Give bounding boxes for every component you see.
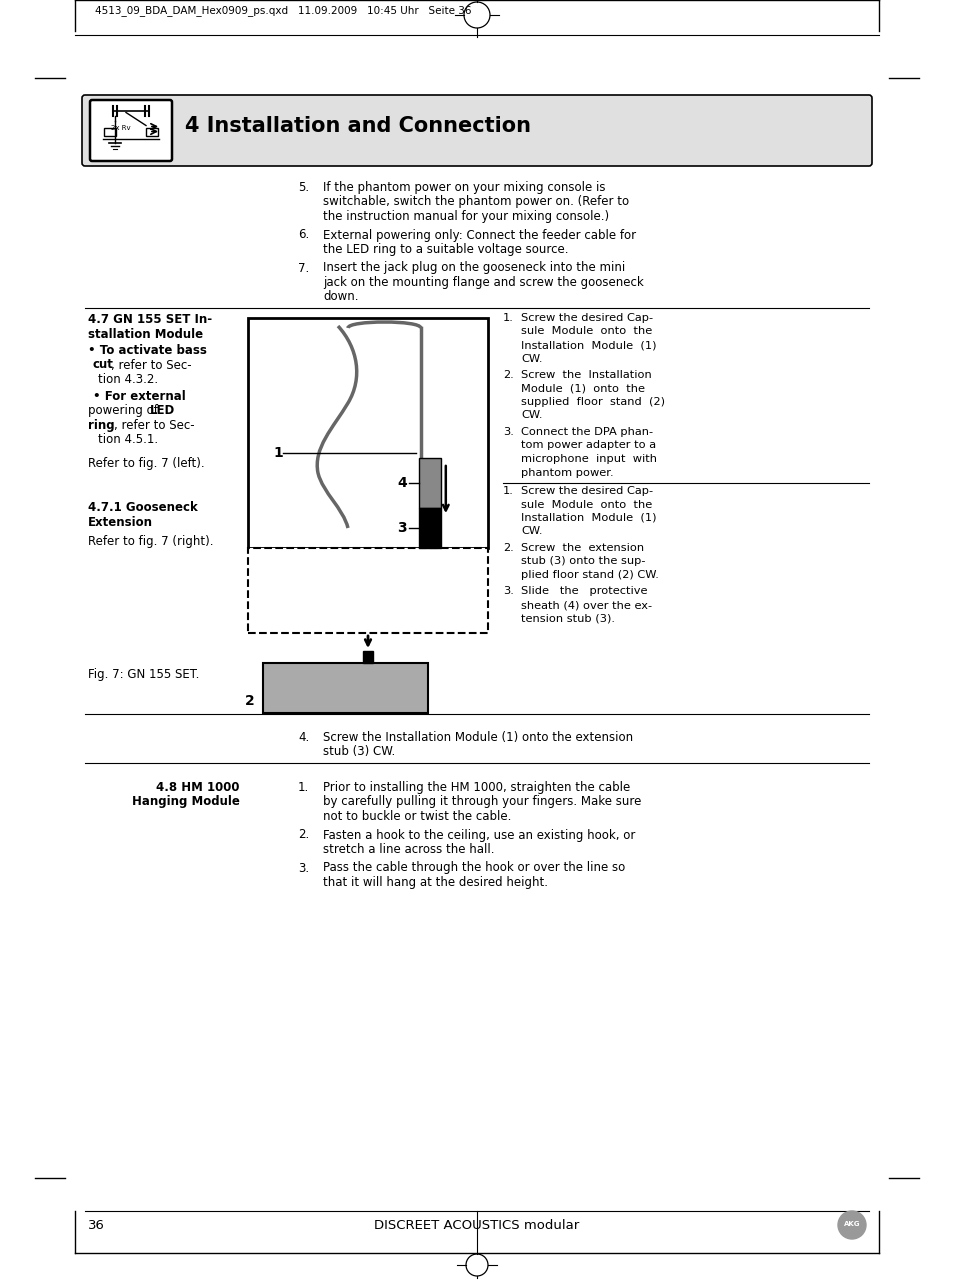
Text: jack on the mounting flange and screw the gooseneck: jack on the mounting flange and screw th… (323, 276, 643, 289)
Text: , refer to Sec-: , refer to Sec- (113, 418, 194, 431)
Text: 4 Installation and Connection: 4 Installation and Connection (185, 115, 531, 136)
Text: phantom power.: phantom power. (520, 467, 613, 477)
Text: • To activate bass: • To activate bass (88, 344, 207, 357)
Bar (248, 318, 488, 548)
Bar (418, 508, 440, 548)
Text: Installation  Module  (1): Installation Module (1) (520, 513, 656, 523)
Text: 4.: 4. (297, 731, 309, 744)
Text: 6.: 6. (297, 228, 309, 241)
Text: 1.: 1. (297, 781, 309, 794)
Text: 1: 1 (273, 446, 282, 461)
Bar (248, 548, 488, 633)
Text: Screw the desired Cap-: Screw the desired Cap- (520, 313, 653, 323)
Text: tension stub (3).: tension stub (3). (520, 613, 615, 624)
Text: If the phantom power on your mixing console is: If the phantom power on your mixing cons… (323, 181, 605, 194)
Text: 36: 36 (88, 1219, 105, 1232)
Text: Refer to fig. 7 (right).: Refer to fig. 7 (right). (88, 535, 213, 548)
Text: External powering only: Connect the feeder cable for: External powering only: Connect the feed… (323, 228, 636, 241)
Text: 1.: 1. (502, 313, 514, 323)
Text: 4.8 HM 1000: 4.8 HM 1000 (156, 781, 240, 794)
Text: Refer to fig. 7 (left).: Refer to fig. 7 (left). (88, 458, 204, 471)
Text: 7.: 7. (297, 262, 309, 275)
Text: 2: 2 (245, 694, 254, 708)
Text: 2.: 2. (502, 543, 514, 553)
Text: Pass the cable through the hook or over the line so: Pass the cable through the hook or over … (323, 861, 624, 875)
Text: supplied  floor  stand  (2): supplied floor stand (2) (520, 396, 664, 407)
Text: AKG: AKG (842, 1221, 860, 1227)
Text: 2x Rv: 2x Rv (112, 126, 131, 131)
Text: CW.: CW. (520, 526, 542, 536)
Text: the LED ring to a suitable voltage source.: the LED ring to a suitable voltage sourc… (323, 242, 568, 257)
Text: switchable, switch the phantom power on. (Refer to: switchable, switch the phantom power on.… (323, 195, 628, 209)
Text: 3: 3 (396, 521, 406, 535)
Text: Slide   the   protective: Slide the protective (520, 586, 647, 597)
Text: cut: cut (92, 358, 113, 372)
Text: Screw  the  Installation: Screw the Installation (520, 370, 651, 380)
Text: sule  Module  onto  the: sule Module onto the (520, 499, 652, 509)
Text: Screw the Installation Module (1) onto the extension: Screw the Installation Module (1) onto t… (323, 731, 633, 744)
Text: not to buckle or twist the cable.: not to buckle or twist the cable. (323, 810, 511, 822)
Bar (418, 458, 440, 508)
Text: that it will hang at the desired height.: that it will hang at the desired height. (323, 876, 547, 889)
Text: stub (3) onto the sup-: stub (3) onto the sup- (520, 557, 645, 567)
Text: 1.: 1. (502, 486, 514, 497)
Text: 3.: 3. (502, 427, 514, 438)
Text: down.: down. (323, 290, 358, 304)
Bar (146, 127, 158, 136)
Text: 5.: 5. (297, 181, 309, 194)
Text: the instruction manual for your mixing console.): the instruction manual for your mixing c… (323, 210, 608, 223)
Text: 2.: 2. (297, 829, 309, 842)
Text: CW.: CW. (520, 354, 542, 363)
Text: Hanging Module: Hanging Module (132, 795, 240, 808)
Text: microphone  input  with: microphone input with (520, 454, 657, 464)
Text: ring: ring (88, 418, 114, 431)
Text: 3.: 3. (297, 861, 309, 875)
Bar (363, 650, 373, 663)
Text: Fasten a hook to the ceiling, use an existing hook, or: Fasten a hook to the ceiling, use an exi… (323, 829, 635, 842)
Text: stub (3) CW.: stub (3) CW. (323, 745, 395, 758)
Text: Fig. 7: GN 155 SET.: Fig. 7: GN 155 SET. (88, 668, 199, 681)
Text: stretch a line across the hall.: stretch a line across the hall. (323, 843, 494, 856)
Text: plied floor stand (2) CW.: plied floor stand (2) CW. (520, 570, 659, 580)
Text: Module  (1)  onto  the: Module (1) onto the (520, 384, 644, 394)
Text: 4513_09_BDA_DAM_Hex0909_ps.qxd   11.09.2009   10:45 Uhr   Seite 36: 4513_09_BDA_DAM_Hex0909_ps.qxd 11.09.200… (95, 5, 471, 15)
Text: sheath (4) over the ex-: sheath (4) over the ex- (520, 600, 652, 609)
FancyBboxPatch shape (90, 100, 172, 160)
Text: Extension: Extension (88, 516, 152, 529)
Text: Installation  Module  (1): Installation Module (1) (520, 340, 656, 350)
Text: • For external: • For external (92, 390, 186, 403)
Text: Insert the jack plug on the gooseneck into the mini: Insert the jack plug on the gooseneck in… (323, 262, 624, 275)
Bar (263, 663, 428, 713)
Text: 4.7.1 Gooseneck: 4.7.1 Gooseneck (88, 500, 197, 514)
Text: Screw  the  extension: Screw the extension (520, 543, 643, 553)
Text: sule  Module  onto  the: sule Module onto the (520, 326, 652, 336)
Text: 2.: 2. (502, 370, 514, 380)
Text: DISCREET ACOUSTICS modular: DISCREET ACOUSTICS modular (374, 1219, 579, 1232)
Bar (104, 127, 116, 136)
Text: powering of: powering of (88, 404, 161, 417)
Text: 3.: 3. (502, 586, 514, 597)
Text: Prior to installing the HM 1000, straighten the cable: Prior to installing the HM 1000, straigh… (323, 781, 630, 794)
Text: Connect the DPA phan-: Connect the DPA phan- (520, 427, 653, 438)
Text: stallation Module: stallation Module (88, 327, 203, 340)
Text: LED: LED (150, 404, 175, 417)
Text: 4: 4 (396, 476, 406, 490)
Text: 4.7 GN 155 SET In-: 4.7 GN 155 SET In- (88, 313, 212, 326)
Text: by carefully pulling it through your fingers. Make sure: by carefully pulling it through your fin… (323, 795, 640, 808)
Circle shape (837, 1211, 865, 1239)
Text: tion 4.5.1.: tion 4.5.1. (98, 432, 158, 446)
Text: CW.: CW. (520, 411, 542, 421)
Text: , refer to Sec-: , refer to Sec- (111, 358, 192, 372)
Text: Screw the desired Cap-: Screw the desired Cap- (520, 486, 653, 497)
Text: tion 4.3.2.: tion 4.3.2. (98, 373, 158, 386)
FancyBboxPatch shape (82, 95, 871, 166)
Text: tom power adapter to a: tom power adapter to a (520, 440, 656, 450)
